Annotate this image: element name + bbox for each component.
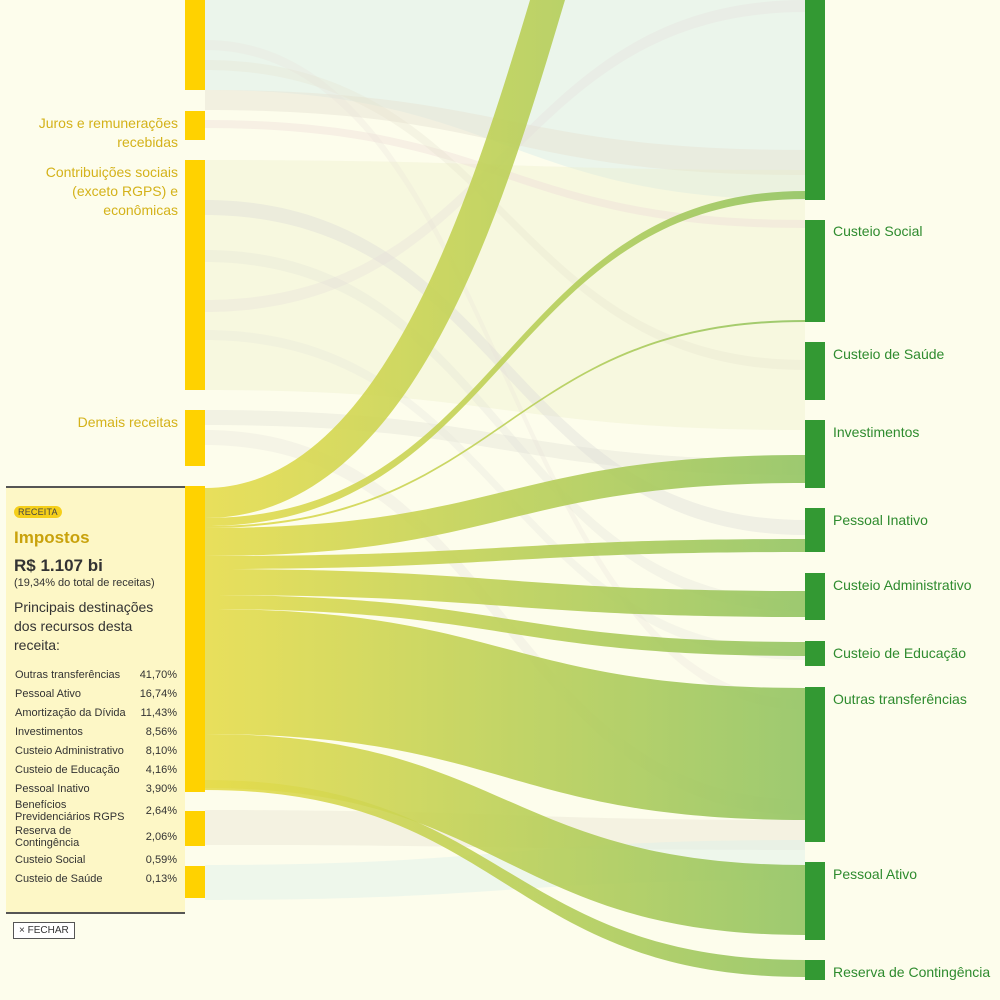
flow-impostos-to-top[interactable]: [205, 0, 565, 518]
table-row: Outras transferências 41,70%: [14, 665, 178, 684]
row-label: Custeio Administrativo: [15, 744, 124, 757]
row-value: 8,56%: [145, 725, 177, 738]
destination-table: Outras transferências 41,70% Pessoal Ativ…: [14, 665, 178, 888]
dest-label-custeio-educacao[interactable]: Custeio de Educação: [833, 645, 967, 661]
panel-amount: R$ 1.107 bi: [14, 556, 103, 575]
row-value: 2,64%: [145, 805, 177, 817]
row-value: 0,13%: [145, 872, 177, 885]
receita-badge: RECEITA: [14, 506, 62, 518]
flow-impostos-custeio-administrativo[interactable]: [205, 569, 805, 617]
table-row: Investimentos 8,56%: [14, 722, 178, 741]
dest-label-outras-transferencias[interactable]: Outras transferências: [833, 691, 967, 707]
table-row: Reserva de Contingência 2,06%: [14, 824, 178, 850]
node-investimentos[interactable]: [805, 420, 825, 488]
row-label: Outras transferências: [15, 668, 121, 681]
dest-label-custeio-saude[interactable]: Custeio de Saúde: [833, 346, 945, 362]
dest-label-custeio-social[interactable]: Custeio Social: [833, 223, 923, 239]
node-contribuicoes[interactable]: [185, 160, 205, 390]
node-unnamed-1[interactable]: [185, 811, 205, 846]
node-custeio-saude[interactable]: [805, 342, 825, 400]
row-value: 11,43%: [140, 706, 178, 719]
source-label-contribuicoes[interactable]: Contribuições sociais (exceto RGPS) e ec…: [45, 164, 178, 218]
panel-title: Impostos: [14, 528, 90, 547]
node-demais-receitas[interactable]: [185, 410, 205, 466]
row-label: Benefícios Previdenciários RGPS: [15, 799, 125, 823]
table-row: Custeio de Saúde 0,13%: [14, 869, 178, 888]
table-row: Pessoal Ativo 16,74%: [14, 684, 178, 703]
node-unnamed-top[interactable]: [185, 0, 205, 90]
faded-flow: [205, 40, 805, 710]
table-row: Benefícios Previdenciários RGPS 2,64%: [14, 798, 178, 824]
row-label: Custeio Social: [15, 853, 86, 866]
node-outras-transferencias[interactable]: [805, 687, 825, 842]
source-nodes: [185, 0, 205, 898]
node-pessoal-inativo[interactable]: [805, 508, 825, 552]
flow-impostos-investimentos[interactable]: [205, 455, 805, 556]
dest-label-pessoal-inativo[interactable]: Pessoal Inativo: [833, 512, 928, 528]
faded-flow: [205, 250, 805, 612]
flow-impostos-reserva-contingencia[interactable]: [205, 780, 805, 977]
flow-impostos-outras-transferencias[interactable]: [205, 609, 805, 820]
faded-flow: [205, 60, 805, 370]
row-label: Reserva de Contingência: [15, 825, 80, 849]
row-value: 4,16%: [145, 763, 177, 776]
table-row: Pessoal Inativo 3,90%: [14, 779, 178, 798]
flow-impostos-pessoal-inativo[interactable]: [205, 539, 805, 569]
row-label: Custeio de Educação: [15, 763, 120, 776]
node-custeio-educacao[interactable]: [805, 641, 825, 666]
row-label: Amortização da Dívida: [15, 706, 126, 719]
highlighted-flows: [205, 0, 805, 977]
source-label-juros[interactable]: Juros e remunerações recebidas: [38, 115, 178, 150]
node-custeio-administrativo[interactable]: [805, 573, 825, 620]
row-value: 8,10%: [145, 744, 177, 757]
source-label-demais-receitas[interactable]: Demais receitas: [77, 414, 178, 430]
row-value: 0,59%: [145, 853, 177, 866]
row-label: Investimentos: [15, 725, 83, 738]
row-value: 16,74%: [139, 687, 177, 700]
flow-impostos-custeio-social[interactable]: [205, 191, 805, 526]
flow-impostos-custeio-educacao[interactable]: [205, 595, 805, 656]
table-row: Custeio Social 0,59%: [14, 850, 178, 869]
close-button[interactable]: × FECHAR: [13, 922, 75, 939]
row-label: Pessoal Inativo: [15, 782, 90, 795]
node-custeio-social[interactable]: [805, 220, 825, 322]
row-label: Custeio de Saúde: [15, 872, 103, 885]
flow-impostos-custeio-saude[interactable]: [205, 320, 805, 528]
table-row: Custeio de Educação 4,16%: [14, 760, 178, 779]
dest-label-pessoal-ativo[interactable]: Pessoal Ativo: [833, 866, 918, 882]
table-row: Custeio Administrativo 8,10%: [14, 741, 178, 760]
node-reserva-contingencia[interactable]: [805, 960, 825, 980]
node-unnamed-2[interactable]: [185, 866, 205, 898]
row-value: 41,70%: [139, 668, 177, 681]
flow-impostos-pessoal-ativo[interactable]: [205, 734, 805, 935]
panel-share: (19,34% do total de receitas): [14, 577, 155, 589]
dest-label-investimentos[interactable]: Investimentos: [833, 424, 920, 440]
dest-label-custeio-administrativo[interactable]: Custeio Administrativo: [833, 577, 972, 593]
row-label: Pessoal Ativo: [15, 687, 82, 700]
node-unnamed-top[interactable]: [805, 0, 825, 200]
panel-heading: Principais destinações dos recursos dest…: [14, 599, 154, 653]
node-pessoal-ativo[interactable]: [805, 862, 825, 940]
dest-label-reserva-contingencia[interactable]: Reserva de Contingência: [833, 964, 991, 980]
node-impostos[interactable]: [185, 486, 205, 792]
receita-detail-panel: RECEITA Impostos R$ 1.107 bi (19,34% do …: [6, 486, 185, 914]
node-juros[interactable]: [185, 111, 205, 140]
row-value: 2,06%: [145, 831, 177, 843]
row-value: 3,90%: [145, 782, 177, 795]
table-row: Amortização da Dívida 11,43%: [14, 703, 178, 722]
destination-nodes: [805, 0, 825, 980]
faded-flow: [205, 200, 805, 535]
